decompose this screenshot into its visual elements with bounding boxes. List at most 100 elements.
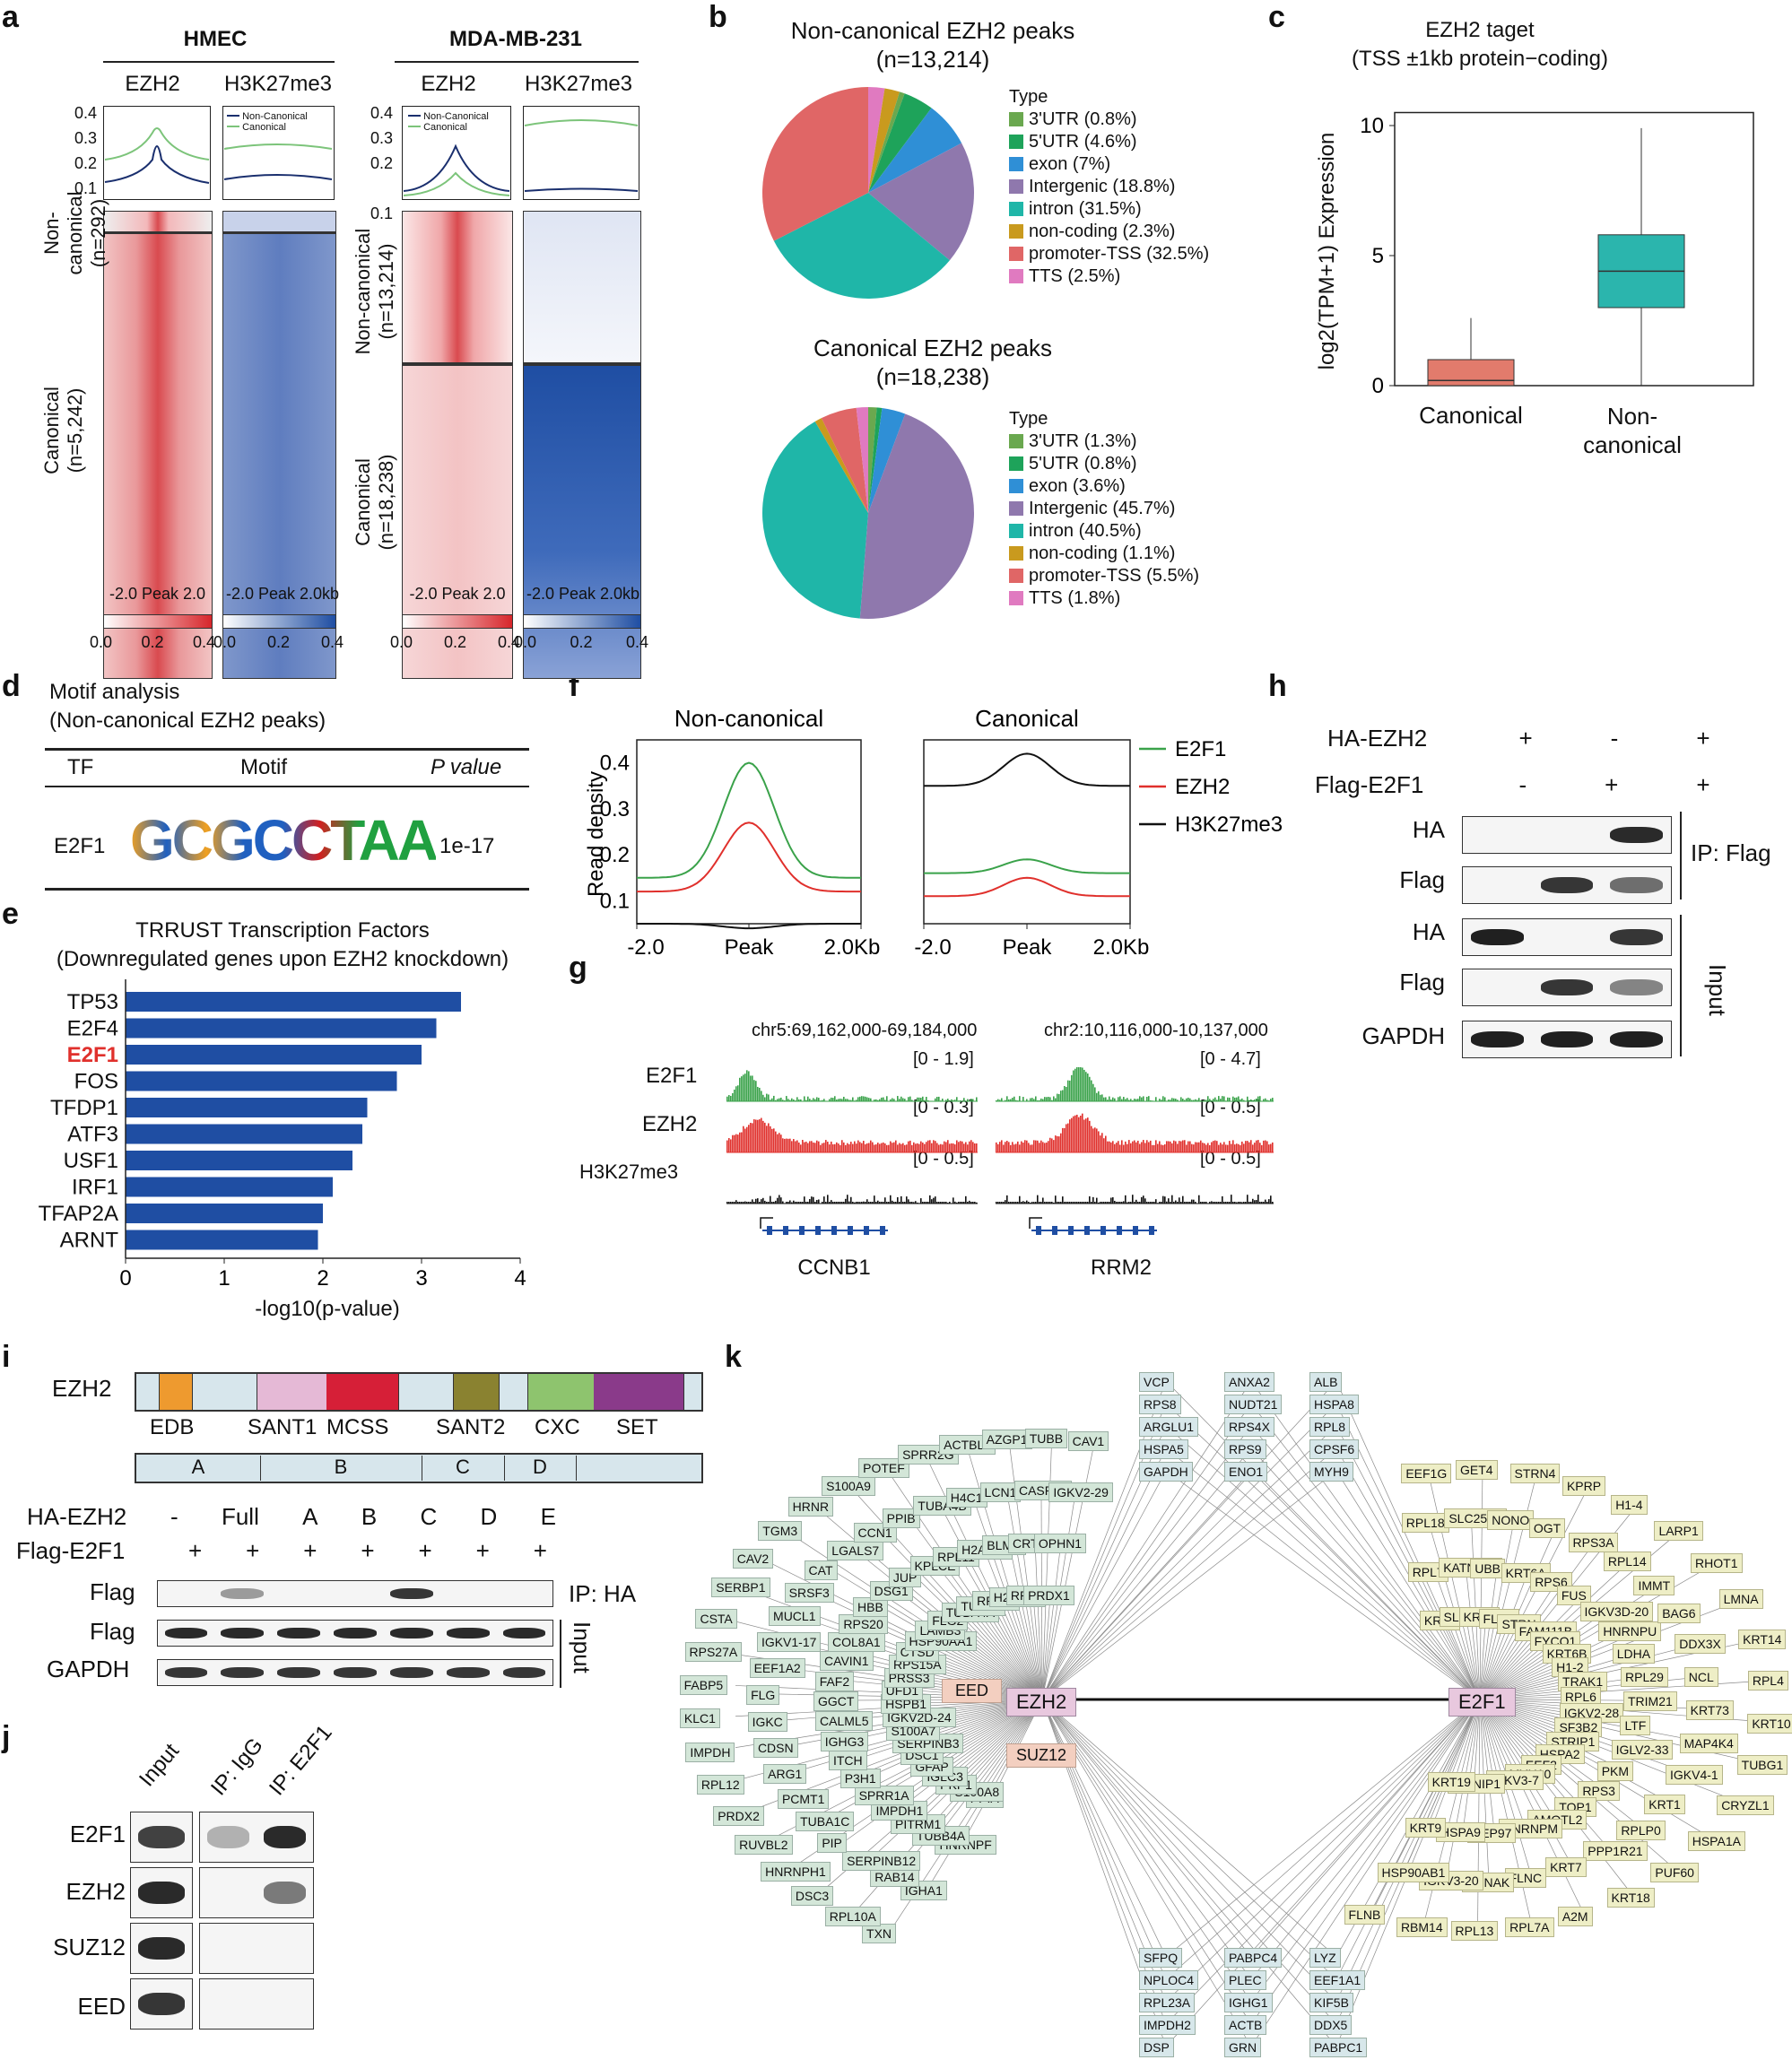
bar	[126, 1098, 368, 1117]
bar-label: ARNT	[60, 1229, 119, 1253]
track-bar	[1168, 1198, 1170, 1204]
track-bar	[861, 1202, 863, 1204]
track-bar	[1119, 1202, 1121, 1204]
mda-profile-legend: Non-Canonical Canonical	[408, 111, 489, 133]
boxplot-cat-canonical: Canonical	[1419, 402, 1523, 429]
track-bar	[1241, 1141, 1243, 1152]
network-node: RPL7A	[1505, 1917, 1554, 1938]
track-bar	[1270, 1195, 1272, 1204]
track-bar	[926, 1142, 927, 1152]
track-bar	[1091, 1202, 1092, 1204]
track-bar	[818, 1199, 820, 1204]
track-bar	[960, 1141, 961, 1152]
track-bar	[1003, 1144, 1005, 1152]
track-bar	[1092, 1083, 1094, 1101]
track-bar	[1125, 1099, 1127, 1101]
network-node: KRT10	[1747, 1713, 1792, 1734]
track-bar	[1179, 1197, 1180, 1204]
track-bar	[741, 1076, 743, 1101]
track-bar	[1234, 1097, 1236, 1101]
track-bar	[1180, 1141, 1182, 1152]
track-bar	[811, 1196, 813, 1204]
legend-swatch	[1009, 569, 1023, 583]
track-bar	[1229, 1097, 1231, 1101]
track-bar	[796, 1140, 798, 1152]
track-bar	[1080, 1067, 1082, 1101]
bar	[126, 1151, 352, 1170]
legend-swatch	[1009, 157, 1023, 171]
track-bar	[902, 1143, 904, 1152]
colorbar-ticks-4: 0.0 0.2 0.4	[514, 633, 648, 651]
edge	[1041, 1447, 1337, 1700]
track-bar	[931, 1199, 933, 1204]
h-flag-signs: - + +	[1518, 771, 1710, 798]
y-tick-label: 0.1	[600, 889, 630, 913]
track-bar	[1164, 1196, 1166, 1204]
track-bar	[1116, 1202, 1118, 1204]
track-bar	[1238, 1143, 1240, 1152]
track-bar	[773, 1128, 775, 1152]
track-bar	[1200, 1140, 1202, 1152]
track-bar	[786, 1096, 787, 1101]
track-bar	[1053, 1096, 1055, 1101]
track-bar	[839, 1099, 841, 1101]
bar-title: TRRUST Transcription Factors (Downregulat…	[56, 918, 509, 971]
track-bar	[949, 1143, 951, 1152]
track-bar	[1078, 1067, 1080, 1101]
motif-col-p: P value	[431, 755, 502, 779]
track-bar	[1180, 1202, 1182, 1204]
gene-ccnb1: CCNB1	[797, 1256, 871, 1280]
blot-band	[138, 1993, 185, 2015]
mda-ezh2-xaxis: -2.0 Peak 2.0	[409, 585, 506, 603]
blot-band	[221, 1627, 265, 1639]
track-bar	[893, 1142, 895, 1152]
track-bar	[911, 1144, 913, 1152]
track-bar	[1006, 1096, 1008, 1101]
track-bar	[768, 1123, 770, 1152]
legend-label: EZH2	[1175, 775, 1230, 799]
edge	[1165, 1380, 1481, 1700]
y-tick-label: 0.2	[600, 843, 630, 867]
network-node: RPL4	[1747, 1671, 1788, 1691]
track-bar	[766, 1093, 768, 1101]
track-bar	[1214, 1097, 1216, 1101]
track-bar	[1046, 1202, 1048, 1204]
track-bar	[1137, 1099, 1139, 1101]
track-bar	[870, 1098, 872, 1101]
track-bar	[1214, 1202, 1216, 1204]
track-bar	[1179, 1141, 1180, 1152]
track-bar	[823, 1196, 825, 1204]
legend-entry: Intergenic (45.7%)	[1009, 498, 1199, 520]
track-bar	[814, 1202, 816, 1204]
h-blot-label-2: Flag	[1399, 866, 1445, 893]
track-bar	[786, 1202, 787, 1204]
range-1-3: [0 - 0.5]	[913, 1149, 974, 1169]
track-bar	[845, 1099, 847, 1101]
track-bar	[1037, 1100, 1039, 1101]
blot-j-ip	[199, 1867, 314, 1918]
track-bar	[1139, 1096, 1141, 1101]
gene-exon	[767, 1226, 772, 1235]
track-bar	[1189, 1098, 1191, 1101]
track-bar	[1272, 1202, 1274, 1204]
track-bar	[969, 1100, 970, 1101]
network-node: HRNR	[787, 1497, 834, 1517]
track-bar	[897, 1144, 899, 1152]
track-bar	[1250, 1099, 1252, 1101]
track-bar	[881, 1143, 883, 1152]
track-bar	[1196, 1100, 1198, 1101]
track-bar	[743, 1126, 744, 1152]
tss-arrow	[1029, 1217, 1042, 1229]
track-bar	[1033, 1140, 1035, 1152]
edge	[1250, 1380, 1481, 1700]
track-bar	[734, 1089, 735, 1101]
track-bar	[1261, 1144, 1263, 1152]
track-bar	[933, 1197, 935, 1204]
track-bar	[1256, 1140, 1257, 1152]
motif-pvalue: 1e-17	[439, 834, 495, 858]
track-bar	[746, 1070, 748, 1101]
track-bar	[796, 1202, 798, 1204]
edge	[1250, 1699, 1481, 2025]
gene-exon	[1100, 1226, 1106, 1235]
